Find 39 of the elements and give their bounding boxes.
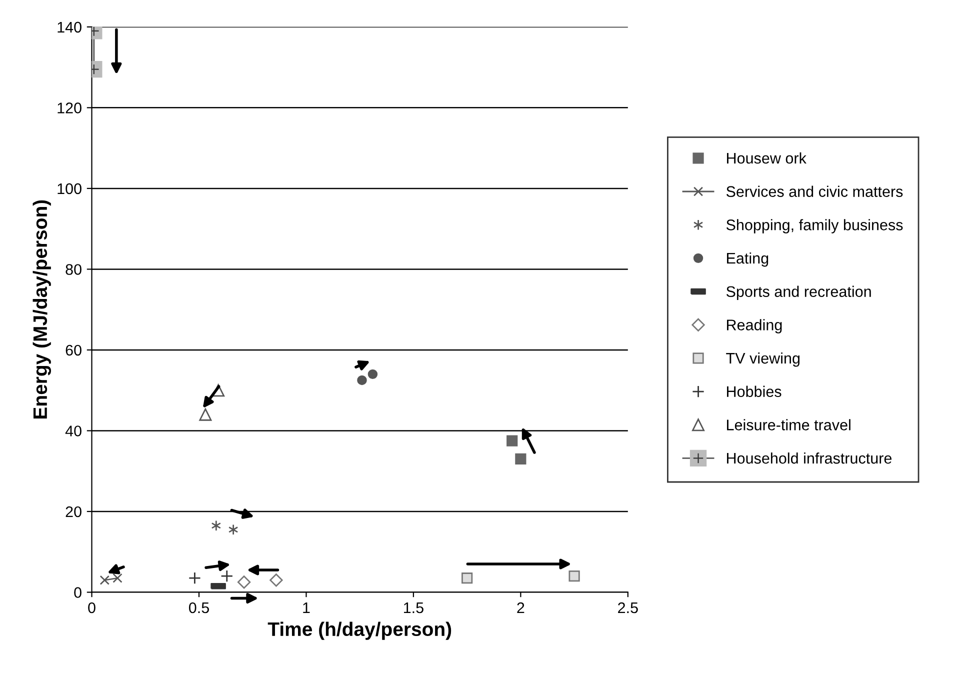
legend-label: TV viewing	[726, 352, 800, 367]
legend-label: Sports and recreation	[726, 286, 871, 300]
point	[100, 575, 110, 585]
point	[220, 570, 234, 582]
point	[515, 453, 526, 465]
legend-label: Household infrastructure	[727, 452, 892, 464]
y-tick-label: 0	[74, 587, 82, 598]
x-tick-label: 2.5	[618, 602, 638, 614]
y-tick-label: 20	[66, 506, 82, 518]
point	[199, 408, 212, 421]
legend-label: Eating	[727, 252, 768, 267]
x-tick-label: 1.5	[404, 602, 424, 614]
point	[357, 375, 367, 386]
y-tick-label: 100	[58, 183, 82, 194]
x-tick-label: 2	[517, 602, 524, 614]
y-axis-title: Energy (MJ/day/person)	[32, 200, 52, 418]
point	[188, 572, 201, 584]
legend-label: Housew ork	[727, 152, 806, 164]
legend-label: Shopping, family business	[726, 219, 903, 234]
point	[506, 435, 518, 446]
y-tick-label: 60	[66, 344, 82, 356]
point	[270, 574, 283, 587]
point	[112, 573, 122, 583]
legend-label: Services and civic matters	[726, 186, 903, 197]
y-tick-label: 120	[58, 102, 82, 114]
point	[368, 369, 378, 380]
y-tick-label: 140	[58, 22, 82, 33]
x-tick-label: 1	[303, 602, 310, 614]
legend-label: Reading	[727, 319, 782, 334]
point	[462, 572, 473, 584]
x-axis-title: Time (h/day/person)	[268, 622, 452, 640]
x-tick-label: 0.5	[188, 602, 209, 614]
point	[237, 576, 251, 589]
x-tick-label: 0	[88, 602, 96, 614]
legend-label: Hobbies	[727, 386, 782, 398]
y-tick-label: 40	[65, 426, 82, 436]
legend-label: Leisure-time travel	[727, 419, 850, 430]
point	[568, 570, 580, 582]
y-tick-label: 80	[66, 264, 82, 275]
